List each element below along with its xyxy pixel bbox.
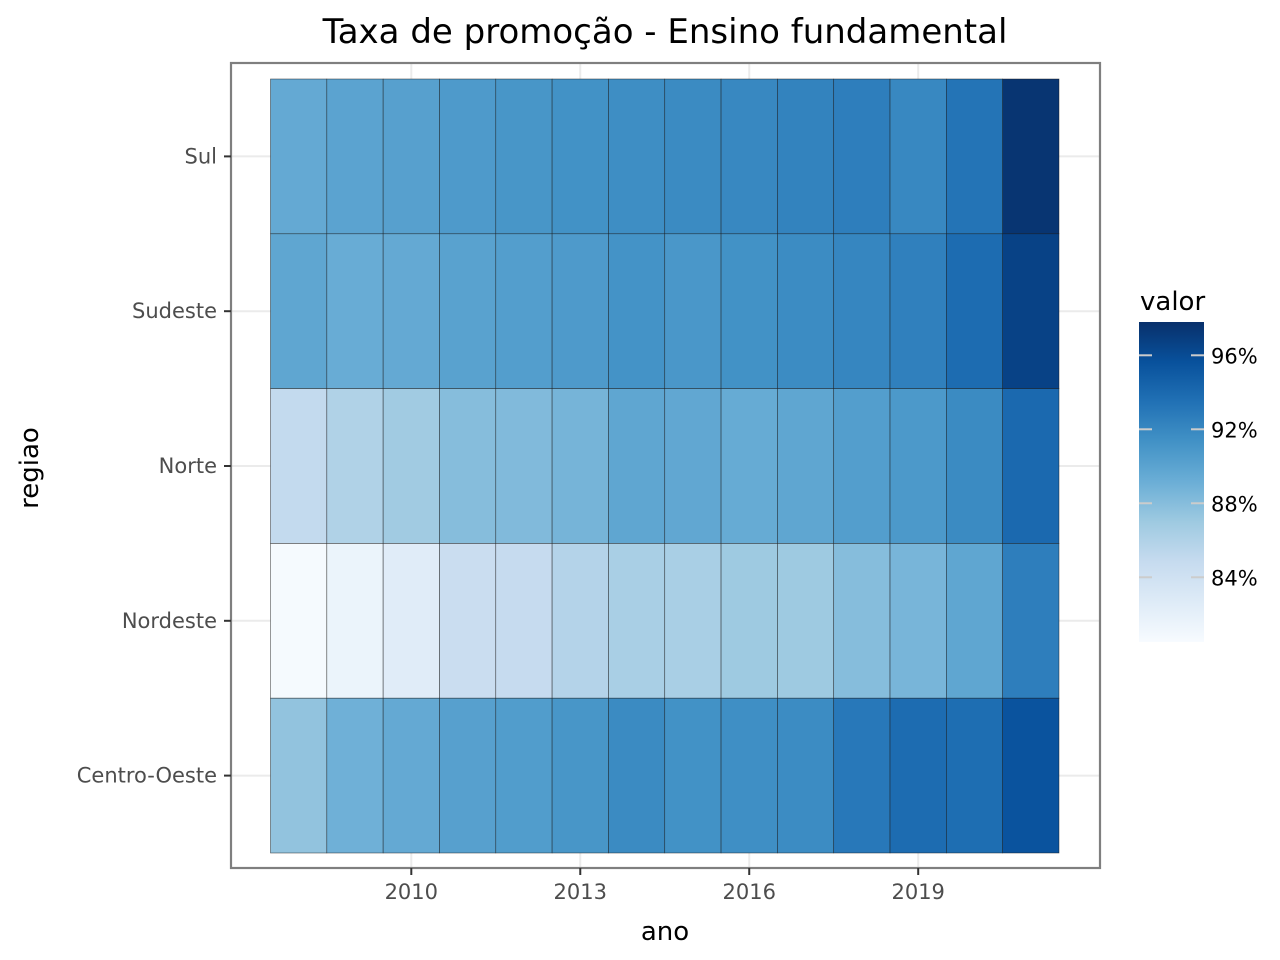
heatmap-cell	[720, 543, 778, 699]
heatmap-cell	[889, 543, 947, 699]
heatmap-cell	[833, 388, 891, 544]
y-tick-label: Norte	[159, 454, 217, 478]
legend-colorbar	[1139, 322, 1204, 642]
x-tick-label: 2013	[554, 880, 607, 904]
heatmap-cell	[551, 697, 609, 854]
heatmap-cell	[382, 388, 440, 544]
y-tick-label: Sudeste	[132, 299, 217, 323]
heatmap-cell	[946, 543, 1003, 699]
heatmap-cell	[720, 388, 778, 544]
heatmap-cell	[495, 388, 553, 544]
heatmap-cell	[439, 543, 497, 699]
heatmap-cell	[1002, 78, 1060, 235]
heatmap-cell	[833, 78, 891, 235]
heatmap-cell	[608, 388, 666, 544]
x-axis-title: ano	[641, 917, 689, 947]
heatmap-cells	[270, 78, 1060, 854]
heatmap-cell	[326, 78, 384, 235]
heatmap-cell	[439, 233, 497, 389]
x-tick-label: 2010	[385, 880, 438, 904]
heatmap-cell	[833, 543, 891, 699]
heatmap-cell	[495, 233, 553, 389]
heatmap-cell	[270, 78, 328, 235]
y-tick-label: Sul	[185, 144, 217, 168]
heatmap-cell	[777, 78, 835, 235]
heatmap-cell	[777, 388, 835, 544]
heatmap-cell	[664, 697, 722, 854]
heatmap-cell	[833, 697, 891, 854]
heatmap-cell	[608, 233, 666, 389]
heatmap-cell	[1002, 543, 1060, 699]
heatmap-cell	[495, 543, 553, 699]
heatmap-cell	[439, 78, 497, 235]
heatmap-cell	[889, 233, 947, 389]
heatmap-cell	[1002, 388, 1060, 544]
heatmap-cell	[270, 233, 328, 389]
heatmap-cell	[551, 388, 609, 544]
legend-tick-label: 96%	[1211, 344, 1258, 368]
heatmap-cell	[326, 233, 384, 389]
heatmap-cell	[551, 543, 609, 699]
heatmap-cell	[946, 388, 1003, 544]
y-axis: Sul Sudeste Norte Nordeste Centro-Oeste	[77, 144, 231, 788]
y-tick-label: Centro-Oeste	[77, 764, 217, 788]
heatmap-cell	[551, 233, 609, 389]
heatmap-cell	[720, 78, 778, 235]
heatmap-cell	[946, 78, 1003, 235]
color-legend: valor 84% 88% 92% 96%	[1139, 287, 1258, 642]
heatmap-cell	[270, 388, 328, 544]
heatmap-cell	[326, 388, 384, 544]
heatmap-cell	[777, 697, 835, 854]
legend-tick-label: 92%	[1211, 418, 1258, 442]
y-axis-title: regiao	[15, 427, 45, 509]
chart-title: Taxa de promoção - Ensino fundamental	[322, 12, 1008, 52]
heatmap-cell	[608, 697, 666, 854]
heatmap-cell	[382, 78, 440, 235]
heatmap-cell	[326, 697, 384, 854]
heatmap-cell	[382, 233, 440, 389]
heatmap-cell	[777, 233, 835, 389]
heatmap-cell	[382, 543, 440, 699]
heatmap-cell	[495, 697, 553, 854]
heatmap-cell	[664, 233, 722, 389]
legend-tick-label: 88%	[1211, 492, 1258, 516]
legend-tick-label: 84%	[1211, 566, 1258, 590]
y-tick-label: Nordeste	[122, 609, 217, 633]
heatmap-cell	[720, 697, 778, 854]
heatmap-cell	[664, 78, 722, 235]
heatmap-cell	[439, 697, 497, 854]
legend-ticks: 84% 88% 92% 96%	[1139, 344, 1258, 590]
heatmap-cell	[495, 78, 553, 235]
heatmap-cell	[551, 78, 609, 235]
legend-title: valor	[1140, 287, 1205, 317]
heatmap-cell	[777, 543, 835, 699]
heatmap-cell	[439, 388, 497, 544]
heatmap-cell	[382, 697, 440, 854]
x-axis: 2010 2013 2016 2019	[385, 868, 945, 904]
heatmap-cell	[326, 543, 384, 699]
x-tick-label: 2016	[723, 880, 776, 904]
heatmap-cell	[889, 388, 947, 544]
heatmap-cell	[608, 78, 666, 235]
heatmap-cell	[664, 543, 722, 699]
heatmap-cell	[1002, 697, 1060, 854]
heatmap-cell	[889, 697, 947, 854]
heatmap-cell	[720, 233, 778, 389]
heatmap-cell	[664, 388, 722, 544]
heatmap-cell	[1002, 233, 1060, 389]
heatmap-cell	[270, 697, 328, 854]
heatmap-cell	[270, 543, 328, 699]
heatmap-cell	[946, 697, 1003, 854]
heatmap-cell	[833, 233, 891, 389]
x-tick-label: 2019	[891, 880, 944, 904]
heatmap-cell	[946, 233, 1003, 389]
heatmap-cell	[889, 78, 947, 235]
heatmap-cell	[608, 543, 666, 699]
